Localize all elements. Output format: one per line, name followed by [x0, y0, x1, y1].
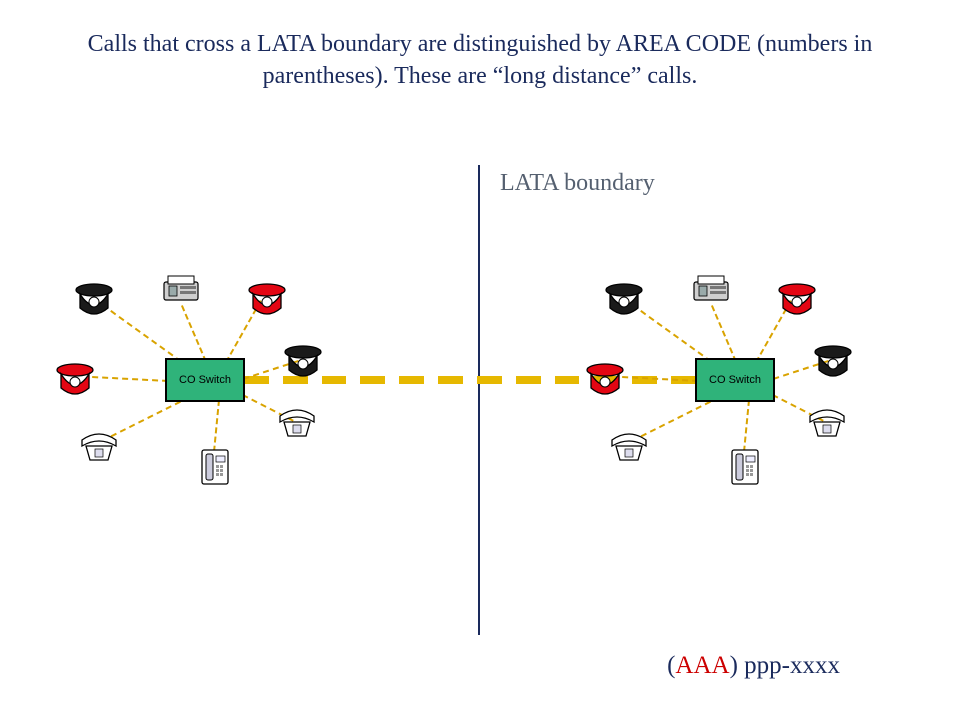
phone-icon	[282, 344, 324, 378]
trunk-dash	[438, 376, 463, 384]
phone-icon	[276, 406, 318, 440]
trunk-dash	[360, 376, 385, 384]
spoke-line	[711, 305, 737, 362]
phone-number-format: (AAA) ppp-xxxx	[667, 652, 840, 680]
phone-icon	[806, 406, 848, 440]
cluster-right: CO Switch	[580, 270, 890, 500]
phone-icon	[246, 282, 288, 316]
co-switch-left: CO Switch	[165, 358, 245, 402]
spoke-line	[181, 305, 207, 362]
phone-icon	[603, 282, 645, 316]
phone-icon	[54, 362, 96, 396]
lata-boundary-line	[478, 165, 480, 635]
phone-icon	[724, 448, 766, 488]
phone-icon	[194, 448, 236, 488]
phone-icon	[584, 362, 626, 396]
format-rest: ppp-xxxx	[744, 652, 840, 679]
co-switch-right: CO Switch	[695, 358, 775, 402]
spoke-line	[622, 376, 698, 382]
spoke-line	[213, 400, 220, 452]
lata-boundary-label: LATA boundary	[500, 170, 655, 197]
phone-icon	[690, 272, 732, 306]
format-area-code: AAA	[675, 652, 729, 679]
phone-icon	[776, 282, 818, 316]
phone-icon	[78, 430, 120, 464]
phone-icon	[608, 430, 650, 464]
phone-icon	[160, 272, 202, 306]
format-close-paren: )	[730, 652, 745, 679]
cluster-left: CO Switch	[50, 270, 360, 500]
spoke-line	[743, 400, 750, 452]
trunk-dash	[399, 376, 424, 384]
spoke-line	[92, 376, 168, 382]
phone-icon	[812, 344, 854, 378]
trunk-dash	[477, 376, 502, 384]
title-text: Calls that cross a LATA boundary are dis…	[80, 28, 880, 93]
trunk-dash	[555, 376, 580, 384]
phone-icon	[73, 282, 115, 316]
trunk-dash	[516, 376, 541, 384]
